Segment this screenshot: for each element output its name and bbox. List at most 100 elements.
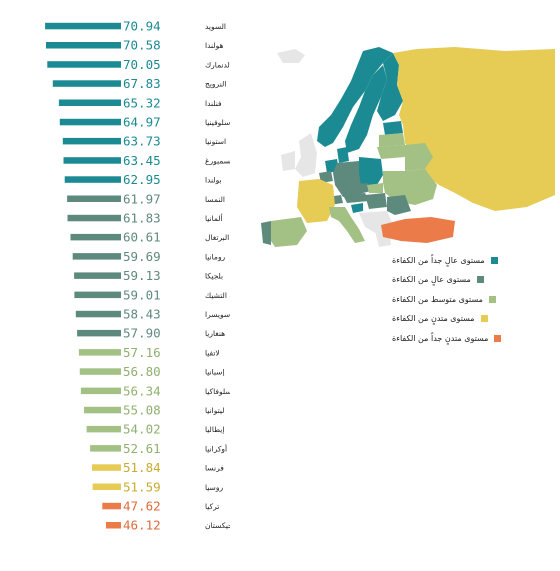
map-region-ireland bbox=[281, 151, 295, 171]
legend-swatch bbox=[480, 315, 488, 322]
map-region-slovakia bbox=[367, 183, 383, 193]
bar bbox=[62, 137, 121, 145]
bar bbox=[67, 195, 121, 202]
bar bbox=[80, 387, 121, 395]
category-label: النمسا bbox=[205, 195, 225, 204]
bar bbox=[79, 368, 121, 375]
bar-value-label: 55.08 bbox=[123, 403, 161, 418]
bar-value-label: 59.69 bbox=[123, 249, 161, 264]
map-region-spain bbox=[267, 217, 307, 247]
bar-value-label: 56.34 bbox=[123, 383, 161, 398]
bar-value-label: 64.97 bbox=[123, 115, 161, 130]
legend: مستوى عالٍ جداً من الكفاءة مستوى عالٍ من… bbox=[392, 254, 552, 352]
bar-value-label: 67.83 bbox=[123, 76, 161, 91]
legend-label: مستوى متوسط من الكفاءة bbox=[392, 294, 483, 304]
category-label: أوكرانيا bbox=[205, 443, 227, 453]
bar-value-label: 59.13 bbox=[123, 268, 161, 283]
bar-value-label: 70.05 bbox=[123, 57, 161, 72]
category-label: فرنسا bbox=[205, 464, 224, 473]
category-label: جمهورية التشيك bbox=[205, 291, 230, 300]
bar bbox=[77, 329, 121, 337]
bar bbox=[45, 22, 121, 30]
bar-value-label: 59.01 bbox=[123, 287, 161, 302]
map-region-denmark bbox=[337, 147, 349, 163]
legend-item-very-low: مستوى متدنٍ جداً من الكفاءة bbox=[392, 332, 552, 344]
bar-value-label: 61.97 bbox=[123, 191, 161, 206]
category-label: سويسرا bbox=[205, 310, 230, 319]
bar-value-label: 56.80 bbox=[123, 364, 161, 379]
category-label: استونيا bbox=[205, 137, 226, 146]
bar-chart: 70.94 السويد 70.58 هولندا 70.05 الدنمارك 67.83… bbox=[0, 0, 256, 567]
legend-swatch bbox=[476, 276, 484, 283]
category-label: الدنمارك bbox=[205, 60, 230, 69]
map-region-italy bbox=[329, 207, 365, 243]
category-label: رومانيا bbox=[205, 252, 226, 261]
map-region-romania bbox=[387, 195, 411, 215]
bar-value-label: 57.90 bbox=[123, 326, 161, 341]
bar-value-label: 52.61 bbox=[123, 441, 161, 456]
legend-swatch bbox=[494, 334, 502, 342]
category-label: روسيا bbox=[205, 483, 223, 492]
bar-value-label: 63.45 bbox=[123, 153, 161, 168]
map-region-austria bbox=[343, 193, 369, 203]
bar-value-label: 51.59 bbox=[123, 479, 161, 494]
category-label: ألمانيا bbox=[205, 213, 223, 223]
bar bbox=[72, 253, 121, 260]
map-region-sweden bbox=[345, 65, 387, 153]
bar bbox=[92, 464, 121, 471]
legend-item-high: مستوى عالٍ من الكفاءة bbox=[392, 274, 552, 286]
legend-label: مستوى متدنٍ جداً من الكفاءة bbox=[392, 333, 489, 343]
category-label: فنلندا bbox=[205, 99, 222, 108]
map-region-russia bbox=[393, 47, 555, 211]
category-label: إسبانيا bbox=[205, 368, 225, 377]
map-region-uk bbox=[295, 133, 317, 177]
map-region-turkey bbox=[381, 217, 455, 243]
bar bbox=[64, 176, 121, 183]
map-region-belarus bbox=[405, 143, 433, 171]
bar bbox=[67, 214, 121, 222]
bar-value-label: 51.84 bbox=[123, 460, 161, 475]
category-label: لاتفيا bbox=[205, 348, 220, 357]
bar bbox=[92, 483, 121, 490]
legend-item-moderate: مستوى متوسط من الكفاءة bbox=[392, 293, 552, 305]
legend-item-low: مستوى متدنٍ من الكفاءة bbox=[392, 313, 552, 325]
map-region-hungary bbox=[365, 193, 387, 209]
bar-value-label: 58.43 bbox=[123, 307, 161, 322]
europe-map-svg bbox=[261, 47, 555, 247]
legend-label: مستوى عالٍ من الكفاءة bbox=[392, 275, 471, 284]
map-region-lithuania bbox=[377, 145, 405, 159]
legend-item-very-high: مستوى عالٍ جداً من الكفاءة bbox=[392, 254, 552, 266]
category-label: لوكسمبورغ bbox=[205, 156, 230, 165]
bar bbox=[46, 42, 121, 49]
europe-map bbox=[255, 45, 555, 250]
bar bbox=[58, 99, 121, 106]
bar-chart-svg: 70.94 السويد 70.58 هولندا 70.05 الدنمارك 67.83… bbox=[45, 19, 256, 533]
category-label: سلوفاكيا bbox=[205, 387, 230, 396]
category-label: ليتوانيا bbox=[205, 406, 224, 415]
category-label: بولندا bbox=[205, 176, 222, 185]
category-label: هنغاريا bbox=[205, 329, 225, 338]
map-region-belgium bbox=[319, 171, 333, 183]
map-region-france bbox=[297, 179, 335, 223]
category-label: سلوفينيا bbox=[205, 118, 230, 127]
bar bbox=[90, 445, 121, 452]
legend-label: مستوى متدنٍ من الكفاءة bbox=[392, 314, 475, 323]
bar-value-label: 61.83 bbox=[123, 211, 161, 226]
bar bbox=[86, 425, 121, 433]
map-region-portugal bbox=[261, 221, 271, 245]
category-label: السويد bbox=[205, 22, 226, 31]
legend-label: مستوى عالٍ جداً من الكفاءة bbox=[392, 255, 485, 265]
category-label: البرتغال bbox=[205, 233, 229, 242]
bar bbox=[52, 80, 121, 87]
bar-value-label: 60.61 bbox=[123, 230, 161, 245]
map-region-czech bbox=[351, 183, 371, 195]
bar bbox=[70, 233, 121, 241]
bar-value-label: 63.73 bbox=[123, 134, 161, 149]
map-region-slovenia bbox=[351, 203, 363, 213]
category-label: إيطاليا bbox=[205, 425, 224, 434]
bar-value-label: 57.16 bbox=[123, 345, 161, 360]
map-region-iceland bbox=[277, 49, 305, 63]
category-label: النرويج bbox=[205, 80, 226, 89]
bar-value-label: 54.02 bbox=[123, 422, 161, 437]
bar bbox=[74, 272, 121, 279]
